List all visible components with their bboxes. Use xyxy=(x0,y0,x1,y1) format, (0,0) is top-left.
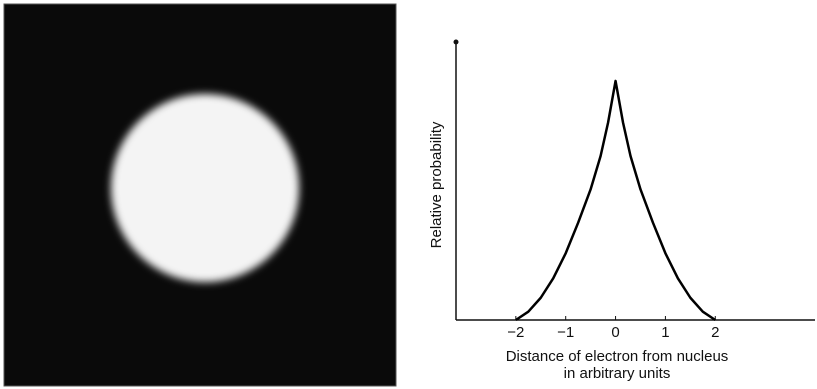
y-axis-end xyxy=(453,39,459,45)
x-tick-label: −2 xyxy=(507,324,524,341)
x-tick-label: 1 xyxy=(661,324,669,341)
x-tick-label: 2 xyxy=(711,324,719,341)
x-axis-label: in arbitrary units xyxy=(564,365,671,382)
electron-cloud-image xyxy=(3,3,397,387)
cloud xyxy=(111,94,299,282)
x-tick-label: −1 xyxy=(557,324,574,341)
curve xyxy=(515,79,716,322)
x-axis-label: Distance of electron from nucleus xyxy=(506,348,729,365)
x-tick-label: 0 xyxy=(611,324,619,341)
y-axis-label: Relative probability xyxy=(428,121,445,248)
